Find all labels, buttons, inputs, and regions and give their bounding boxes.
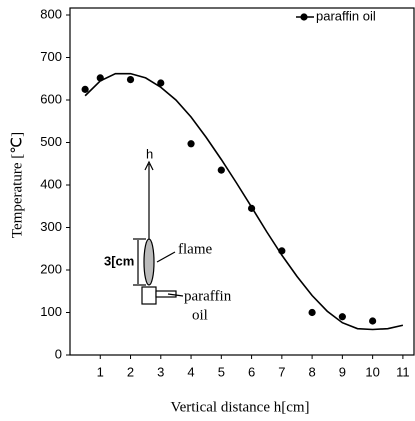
- x-tick-label: 7: [278, 364, 285, 379]
- annotation: flame: [178, 241, 212, 257]
- x-tick-label: 2: [127, 364, 134, 379]
- data-point: [247, 204, 256, 212]
- data-point: [369, 317, 377, 325]
- annotation: oil: [192, 307, 208, 323]
- y-tick-label: 800: [40, 6, 62, 21]
- x-tick-label: 5: [218, 364, 225, 379]
- y-tick-label: 200: [40, 261, 62, 276]
- annotation: paraffin: [184, 288, 232, 304]
- inset-diagram: [133, 160, 184, 305]
- fuel-pointer: [167, 293, 184, 297]
- x-tick-label: 6: [248, 364, 255, 379]
- data-point: [157, 79, 165, 87]
- data-point: [96, 74, 104, 82]
- y-tick-label: 100: [40, 304, 62, 319]
- y-tick-label: 500: [40, 134, 62, 149]
- legend-label: paraffin oil: [316, 8, 376, 23]
- x-tick-label: 10: [365, 364, 379, 379]
- x-tick-label: 11: [396, 364, 410, 379]
- y-tick-label: 700: [40, 49, 62, 64]
- data-point: [217, 166, 225, 174]
- h-arrow: [144, 160, 154, 171]
- plot-frame: [69, 7, 415, 356]
- data-point: [278, 247, 286, 255]
- fit-curve: [84, 72, 404, 331]
- y-axis-label: Temperature [℃]: [9, 132, 25, 238]
- burner: [141, 286, 157, 305]
- flame-pointer: [156, 251, 176, 263]
- annotation: 3[cm: [104, 253, 134, 268]
- y-tick-label: 300: [40, 219, 62, 234]
- data-point: [338, 313, 346, 321]
- y-tick-label: 0: [55, 346, 62, 361]
- data-point: [81, 85, 89, 93]
- x-tick-label: 3: [157, 364, 164, 379]
- flame-shape: [143, 238, 155, 286]
- y-tick-label: 400: [40, 176, 62, 191]
- data-point: [308, 308, 316, 317]
- x-tick-label: 8: [308, 364, 315, 379]
- annotation: h: [146, 146, 153, 161]
- x-tick-label: 4: [187, 364, 194, 379]
- x-axis-label: Vertical distance h[cm]: [170, 399, 309, 415]
- data-point: [126, 76, 135, 84]
- legend-marker: [300, 13, 308, 21]
- data-point: [187, 140, 195, 148]
- x-tick-label: 9: [339, 364, 346, 379]
- y-tick-label: 600: [40, 91, 62, 106]
- x-tick-label: 1: [97, 364, 104, 379]
- nozzle: [155, 290, 177, 298]
